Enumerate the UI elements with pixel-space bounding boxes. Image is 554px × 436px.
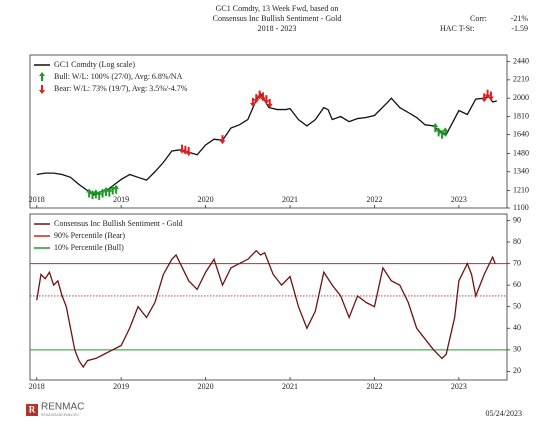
plot-frame — [29, 54, 508, 209]
legend-label: GC1 Comdty (Log scale) — [54, 60, 135, 69]
legend-label: 90% Percentile (Bear) — [54, 231, 125, 240]
stat-label: Corr: — [470, 14, 487, 23]
y-tick-label: 80 — [513, 237, 521, 246]
title-line: GC1 Comdty, 13 Week Fwd, based on — [216, 4, 339, 13]
x-tick-label: 2020 — [198, 382, 214, 391]
bear-arrow — [260, 92, 267, 102]
bear-arrow — [481, 93, 488, 103]
bull-arrow — [113, 184, 120, 194]
bull-arrow — [106, 187, 113, 197]
legend-swatch — [39, 72, 45, 81]
y-tick-label: 1640 — [513, 129, 529, 138]
bull-arrow — [86, 188, 93, 198]
y-tick-label: 20 — [513, 366, 521, 375]
bull-arrow — [92, 189, 99, 199]
bull-arrow — [438, 129, 445, 139]
x-tick-label: 2021 — [282, 195, 298, 204]
y-tick-label: 50 — [513, 302, 521, 311]
bull-arrow — [96, 190, 103, 200]
x-tick-label: 2019 — [113, 195, 129, 204]
title-line: 2018 - 2023 — [258, 24, 297, 33]
y-tick-label: 2000 — [513, 93, 529, 102]
brand: RENMAC — [41, 402, 84, 413]
legend-label: 10% Percentile (Bull) — [54, 243, 124, 252]
stat-label: HAC T-St: — [440, 24, 474, 33]
y-tick-label: 2210 — [513, 75, 529, 84]
bear-arrow — [266, 98, 273, 108]
y-tick-label: 70 — [513, 258, 521, 267]
title-line: Consensus Inc Bullish Sentiment - Gold — [213, 14, 342, 23]
bear-arrow — [185, 147, 192, 157]
x-tick-label: 2020 — [198, 195, 214, 204]
bull-arrow — [442, 127, 449, 137]
bull-arrow — [102, 187, 109, 197]
bear-arrow — [484, 89, 491, 99]
logo-letter: R — [29, 405, 36, 415]
bear-arrow — [487, 91, 494, 101]
plot-frame — [29, 213, 508, 381]
y-tick-label: 1480 — [513, 148, 529, 157]
y-tick-label: 40 — [513, 323, 521, 332]
stat-value: -1.59 — [511, 24, 528, 33]
tagline: RENAISSANCEMACRO — [41, 413, 79, 417]
y-tick-label: 1210 — [513, 185, 529, 194]
bull-arrow — [435, 127, 442, 137]
y-tick-label: 60 — [513, 280, 521, 289]
bear-arrow — [256, 90, 263, 100]
bear-arrow — [249, 97, 256, 107]
y-tick-label: 1340 — [513, 167, 529, 176]
bear-arrow — [253, 94, 260, 104]
bear-arrow — [263, 95, 270, 105]
y-tick-label: 30 — [513, 345, 521, 354]
series-line — [36, 92, 498, 196]
y-tick-label: 1100 — [513, 203, 529, 212]
x-tick-label: 2018 — [29, 195, 45, 204]
x-tick-label: 2023 — [451, 382, 467, 391]
x-tick-label: 2019 — [113, 382, 129, 391]
logo-mark — [26, 404, 38, 416]
x-tick-label: 2022 — [366, 382, 382, 391]
x-tick-label: 2022 — [366, 195, 382, 204]
bear-arrow — [219, 135, 226, 145]
series-line — [36, 249, 496, 369]
stat-value: -21% — [511, 14, 529, 23]
y-tick-label: 1810 — [513, 111, 529, 120]
bull-arrow — [432, 123, 439, 133]
y-tick-label: 2440 — [513, 56, 529, 65]
legend-swatch — [39, 85, 45, 94]
legend-label: Bull: W/L: 100% (27/0), Avg: 6.8%/NA — [54, 72, 183, 81]
date: 05/24/2023 — [486, 409, 522, 418]
x-tick-label: 2018 — [29, 382, 45, 391]
x-tick-label: 2023 — [451, 195, 467, 204]
legend-label: Bear: W/L: 73% (19/7), Avg: 3.5%/-4.7% — [54, 84, 188, 93]
y-tick-label: 90 — [513, 215, 521, 224]
x-tick-label: 2021 — [282, 382, 298, 391]
legend-label: Consensus Inc Bullish Sentiment - Gold — [54, 219, 183, 228]
